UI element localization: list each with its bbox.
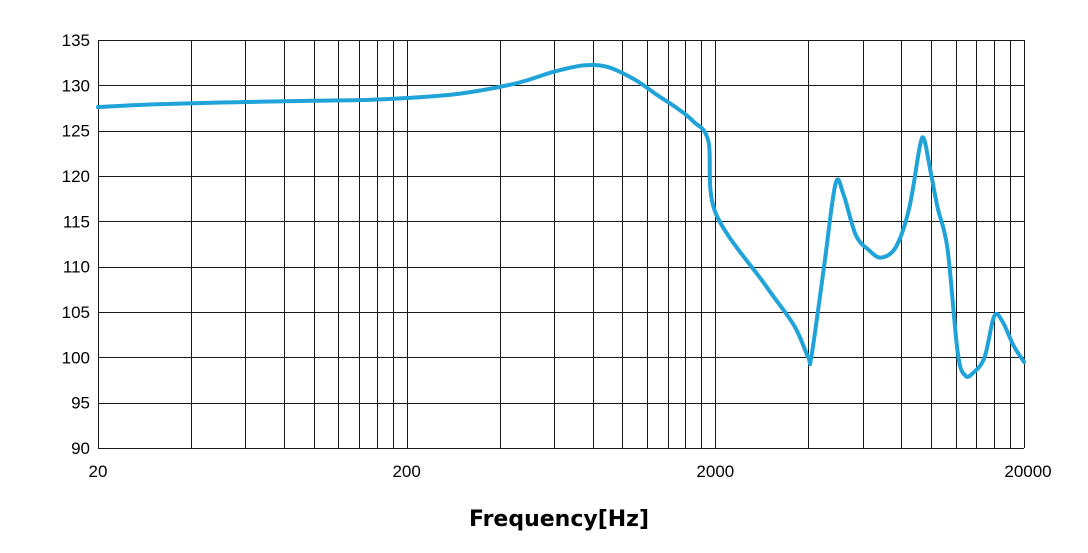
y-tick-label: 135 — [62, 31, 90, 50]
x-tick-label: 2000 — [696, 462, 734, 481]
y-tick-label: 100 — [62, 348, 90, 367]
y-tick-label: 120 — [62, 167, 90, 186]
series-layer — [96, 62, 1026, 379]
y-axis-ticks: 135 130 125 120 115 110 105 100 95 90 — [62, 31, 90, 458]
x-tick-label: 20000 — [1004, 462, 1051, 481]
x-axis-ticks: 20 200 2000 20000 — [89, 462, 1052, 481]
y-tick-label: 115 — [63, 212, 90, 231]
y-tick-label: 125 — [62, 122, 90, 141]
x-axis-title: Frequency[Hz] — [469, 507, 649, 532]
x-tick-label: 200 — [392, 462, 420, 481]
y-tick-label: 130 — [62, 76, 90, 95]
y-tick-label: 95 — [71, 394, 90, 413]
y-tick-label: 90 — [71, 439, 90, 458]
x-tick-label: 20 — [89, 462, 108, 481]
grid-lines — [98, 40, 1025, 449]
y-tick-label: 110 — [63, 258, 90, 277]
y-tick-label: 105 — [62, 303, 90, 322]
series-line — [96, 62, 1026, 379]
